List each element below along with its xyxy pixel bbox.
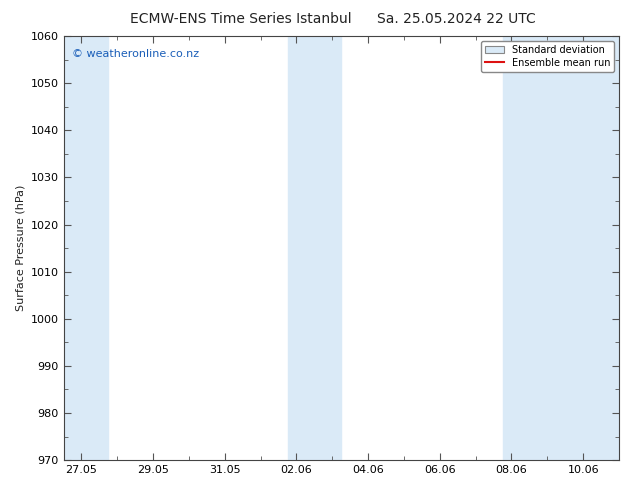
Bar bbox=[503, 36, 619, 460]
Bar bbox=[287, 36, 341, 460]
Bar bbox=[63, 36, 108, 460]
Text: © weatheronline.co.nz: © weatheronline.co.nz bbox=[72, 49, 199, 59]
Legend: Standard deviation, Ensemble mean run: Standard deviation, Ensemble mean run bbox=[481, 41, 614, 72]
Text: Sa. 25.05.2024 22 UTC: Sa. 25.05.2024 22 UTC bbox=[377, 12, 536, 26]
Y-axis label: Surface Pressure (hPa): Surface Pressure (hPa) bbox=[15, 185, 25, 311]
Text: ECMW-ENS Time Series Istanbul: ECMW-ENS Time Series Istanbul bbox=[130, 12, 352, 26]
